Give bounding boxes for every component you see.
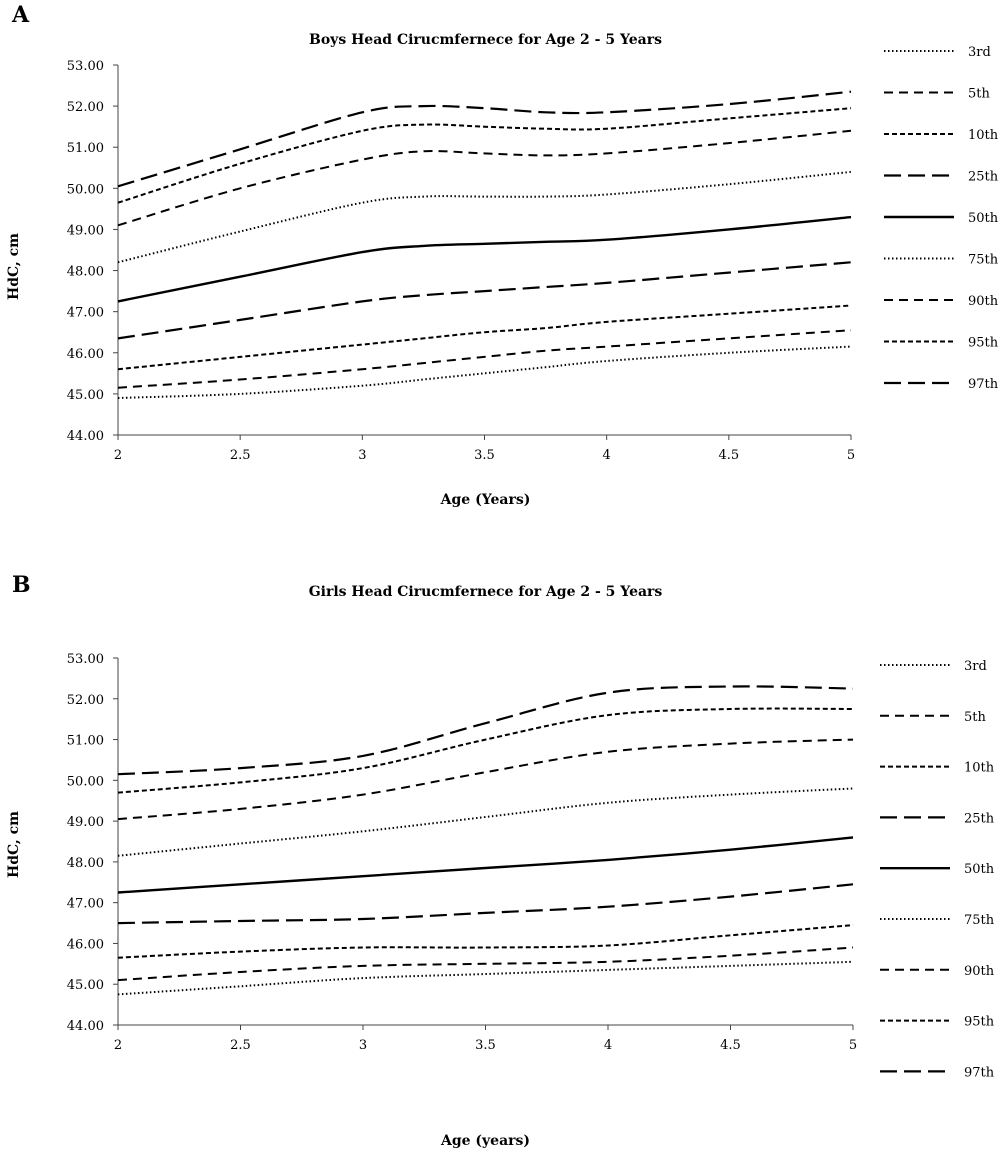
- y-tick-label: 45.00: [67, 978, 104, 993]
- panel-letter: A: [12, 2, 30, 28]
- legend-label: 25th: [964, 811, 995, 826]
- chart-panel-b: B Girls Head Cirucmfernece for Age 2 - 5…: [0, 570, 1000, 1155]
- series-line-50th: [117, 215, 852, 303]
- series-line-5th: [117, 329, 852, 389]
- legend-label: 3rd: [964, 659, 987, 674]
- legend-label: 97th: [968, 377, 999, 392]
- x-tick-label: 4.5: [720, 1038, 741, 1053]
- x-tick-label: 5: [847, 448, 855, 463]
- y-tick-label: 44.00: [67, 1019, 104, 1034]
- chart-title: Boys Head Cirucmfernece for Age 2 - 5 Ye…: [309, 32, 662, 48]
- series-line-3rd: [117, 345, 852, 399]
- series-line-97th: [117, 90, 852, 188]
- y-tick-label: 48.00: [67, 265, 104, 280]
- legend-label: 75th: [968, 253, 999, 268]
- x-tick-label: 2.5: [230, 448, 251, 463]
- legend-label: 5th: [964, 710, 986, 725]
- y-tick-label: 51.00: [67, 734, 104, 749]
- legend-label: 97th: [964, 1065, 995, 1080]
- y-tick-label: 47.00: [67, 897, 104, 912]
- x-tick-label: 4: [603, 448, 611, 463]
- series-line-3rd: [117, 960, 854, 996]
- x-tick-label: 5: [849, 1038, 857, 1053]
- legend-label: 95th: [968, 336, 999, 351]
- series-line-95th: [117, 707, 854, 794]
- series-line-10th: [117, 924, 854, 959]
- y-tick-label: 51.00: [67, 141, 104, 156]
- x-axis-label: Age (Years): [440, 492, 531, 508]
- legend-label: 5th: [968, 87, 990, 102]
- panel-letter: B: [12, 572, 31, 598]
- series-line-95th: [117, 107, 852, 204]
- series-line-5th: [117, 946, 854, 982]
- x-tick-label: 2.5: [230, 1038, 251, 1053]
- x-tick-label: 3: [359, 1038, 367, 1053]
- series-line-25th: [117, 883, 854, 925]
- legend-label: 25th: [968, 170, 999, 185]
- y-tick-label: 45.00: [67, 388, 104, 403]
- legend-label: 75th: [964, 913, 995, 928]
- series-line-75th: [117, 787, 854, 857]
- series-line-10th: [117, 304, 852, 371]
- series-line-25th: [117, 261, 852, 340]
- chart-panel-a: A Boys Head Cirucmfernece for Age 2 - 5 …: [0, 0, 1000, 560]
- legend-label: 50th: [964, 862, 995, 877]
- y-tick-label: 47.00: [67, 306, 104, 321]
- y-tick-label: 53.00: [67, 652, 104, 667]
- series-line-75th: [117, 170, 852, 264]
- y-tick-label: 49.00: [67, 223, 104, 238]
- y-tick-label: 46.00: [67, 347, 104, 362]
- x-tick-label: 3: [358, 448, 366, 463]
- x-tick-label: 2: [114, 1038, 122, 1053]
- y-tick-label: 50.00: [67, 182, 104, 197]
- legend-label: 10th: [964, 761, 995, 776]
- chart-title: Girls Head Cirucmfernece for Age 2 - 5 Y…: [308, 584, 663, 600]
- y-tick-label: 46.00: [67, 937, 104, 952]
- series-line-50th: [117, 836, 854, 894]
- x-tick-label: 4.5: [718, 448, 739, 463]
- y-tick-label: 52.00: [67, 693, 104, 708]
- x-tick-label: 3.5: [474, 448, 495, 463]
- line-chart: 44.00 45.00 46.00 47.00 48.00 49.00 50.00 51.00…: [67, 652, 995, 1080]
- x-tick-label: 4: [604, 1038, 612, 1053]
- legend-label: 90th: [964, 964, 995, 979]
- series-line-90th: [117, 129, 852, 227]
- y-tick-label: 52.00: [67, 100, 104, 115]
- y-tick-label: 48.00: [67, 856, 104, 871]
- legend-label: 3rd: [968, 45, 991, 60]
- line-chart: 44.00 45.00 46.00 47.00 48.00 49.00 50.00 51.00…: [67, 45, 999, 463]
- x-tick-label: 2: [114, 448, 122, 463]
- x-axis-label: Age (years): [440, 1133, 531, 1149]
- legend-label: 95th: [964, 1015, 995, 1030]
- y-tick-label: 44.00: [67, 429, 104, 444]
- series-line-90th: [117, 738, 854, 821]
- legend-label: 50th: [968, 211, 999, 226]
- legend-label: 10th: [968, 128, 999, 143]
- y-tick-label: 50.00: [67, 774, 104, 789]
- y-tick-label: 49.00: [67, 815, 104, 830]
- y-tick-label: 53.00: [67, 59, 104, 74]
- series-line-97th: [117, 685, 854, 776]
- legend-label: 90th: [968, 294, 999, 309]
- x-tick-label: 3.5: [475, 1038, 496, 1053]
